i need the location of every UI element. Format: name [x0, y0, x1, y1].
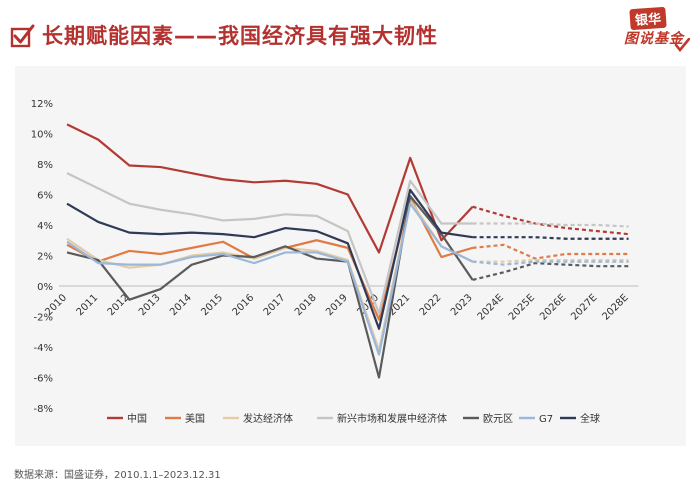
x-tick-label: 2027E — [569, 292, 599, 322]
x-tick-label: 2011 — [75, 292, 101, 318]
y-tick-label: -4% — [34, 343, 53, 354]
x-tick-label: 2022 — [418, 292, 444, 318]
legend-label: 欧元区 — [483, 413, 513, 425]
series-forecast-全球 — [472, 236, 629, 240]
brand-logo: 银华 图说基金 — [606, 6, 690, 54]
series-line-发达经济体 — [66, 199, 474, 352]
chart-panel: 12% 10% 8% 6% 4% 2% 0% -2% -4% -6% -8% 2010 2011 2012… — [15, 66, 686, 446]
x-tick-label: 2025E — [507, 292, 537, 322]
x-tick-label: 2028E — [600, 292, 630, 322]
x-tick-label: 2016 — [231, 292, 257, 318]
y-tick-label: -8% — [34, 404, 53, 415]
y-tick-label: 8% — [37, 160, 53, 171]
series-line-中国 — [66, 123, 474, 254]
y-tick-label: 10% — [31, 130, 53, 141]
series-forecast-新兴市场和发展中经济体 — [472, 222, 629, 228]
y-tick-label: 0% — [37, 282, 53, 293]
checkbox-check-icon — [10, 24, 35, 48]
legend-label: 新兴市场和发展中经济体 — [337, 412, 447, 425]
series-forecast-发达经济体 — [472, 258, 629, 263]
legend-label: 全球 — [580, 412, 600, 425]
x-tick-label: 2018 — [293, 292, 319, 318]
x-tick-label: 2014 — [168, 292, 194, 318]
series-line-G7 — [66, 202, 474, 356]
y-tick-label: 12% — [31, 99, 53, 110]
series-forecast-美国 — [472, 243, 629, 260]
y-tick-label: -2% — [34, 313, 53, 324]
y-tick-label: 2% — [37, 252, 53, 263]
y-tick-label: 4% — [37, 221, 53, 232]
x-tick-label: 2026E — [538, 292, 568, 322]
x-tick-label: 2010 — [43, 292, 69, 318]
series-forecast-欧元区 — [472, 262, 629, 281]
series-line-新兴市场和发展中经济体 — [66, 172, 473, 315]
x-tick-label: 2019 — [324, 292, 350, 318]
series-line-欧元区 — [66, 194, 474, 379]
line-chart: 12%10%8%6%4%2%0%-2%-4%-6%-8%2010 2011 2012… — [31, 99, 639, 425]
logo-top-text: 银华 — [629, 6, 667, 31]
logo-bottom-text: 图说基金 — [624, 31, 684, 47]
x-tick-label: 2017 — [262, 292, 288, 318]
series-line-全球 — [66, 188, 473, 330]
series-forecast-中国 — [472, 205, 629, 236]
series-forecast-G7 — [472, 260, 629, 266]
header: 长期赋能因素——我国经济具有强大韧性 银华 图说基金 — [0, 0, 700, 62]
logo-check-icon — [674, 38, 690, 52]
legend-label: G7 — [539, 414, 553, 425]
y-tick-label: -6% — [34, 374, 53, 385]
x-tick-label: 2023 — [449, 292, 475, 318]
x-tick-label: 2015 — [199, 292, 225, 318]
page-title: 长期赋能因素——我国经济具有强大韧性 — [42, 24, 438, 48]
legend-label: 发达经济体 — [243, 412, 293, 425]
x-tick-label: 2024E — [476, 292, 506, 322]
data-source-note: 数据来源：国盛证券，2010.1.1–2023.12.31 — [14, 470, 221, 481]
y-tick-label: 6% — [37, 191, 53, 202]
legend-label: 中国 — [127, 412, 147, 425]
legend-label: 美国 — [185, 412, 205, 425]
